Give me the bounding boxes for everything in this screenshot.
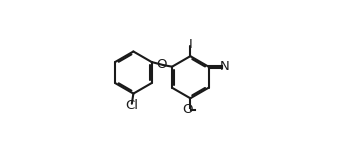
Text: Cl: Cl	[125, 99, 138, 112]
Text: N: N	[219, 60, 229, 73]
Text: O: O	[157, 58, 167, 71]
Text: O: O	[183, 103, 193, 116]
Text: I: I	[188, 38, 192, 51]
